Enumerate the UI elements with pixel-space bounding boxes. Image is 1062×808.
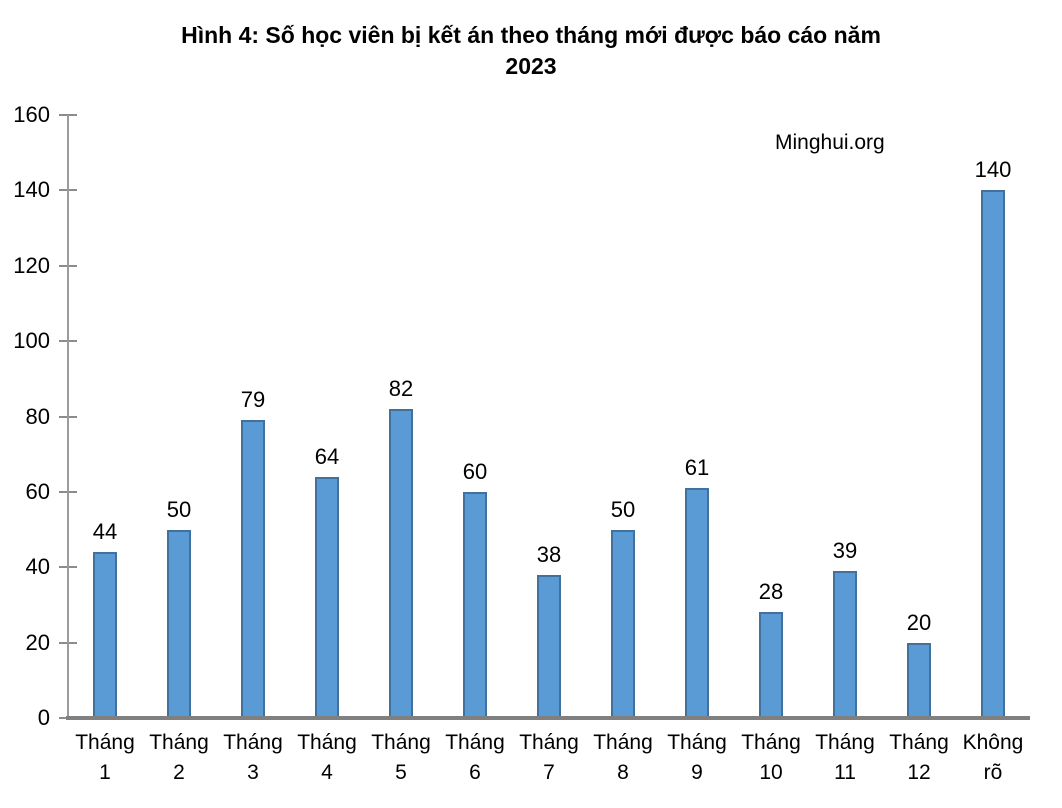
bar-value-label: 38 bbox=[536, 541, 562, 567]
chart-title: Hình 4: Số học viên bị kết án theo tháng… bbox=[181, 22, 881, 79]
y-axis-tick-label: 20 bbox=[25, 629, 50, 655]
y-axis-tick-label: 0 bbox=[37, 705, 50, 730]
bar-group-13: 140 bbox=[956, 115, 1030, 718]
x-axis-label-12: Tháng 12 bbox=[889, 731, 949, 784]
bar-value-label: 39 bbox=[832, 538, 858, 564]
y-axis-tick-labels: 0 20 40 60 80 100 120 140 160 bbox=[0, 102, 50, 730]
x-axis-label-2: Tháng 2 bbox=[149, 731, 209, 784]
bar-value-label: 28 bbox=[758, 579, 784, 605]
plot-area: 44 50 79 64 82 60 38 50 61 28 39 20 140 bbox=[68, 115, 1030, 718]
bar-value-label: 82 bbox=[388, 375, 414, 401]
bar-group-1: 44 bbox=[68, 115, 142, 718]
bar-value-label: 44 bbox=[92, 519, 118, 545]
x-axis-label-5: Tháng 5 bbox=[371, 731, 431, 784]
bar-group-9: 61 bbox=[660, 115, 734, 718]
bar-value-label: 61 bbox=[684, 455, 710, 481]
bar-group-5: 82 bbox=[364, 115, 438, 718]
bar bbox=[907, 642, 931, 718]
watermark-text: Minghui.org bbox=[775, 131, 885, 154]
x-axis-label-3: Tháng 3 bbox=[223, 731, 283, 784]
x-axis-label-13: Không rõ bbox=[962, 731, 1024, 784]
bar-group-6: 60 bbox=[438, 115, 512, 718]
x-axis-label-4: Tháng 4 bbox=[297, 731, 357, 784]
y-axis-tick-label: 60 bbox=[25, 478, 50, 504]
bar-value-label: 50 bbox=[166, 496, 192, 522]
y-axis-tick-label: 100 bbox=[13, 328, 50, 354]
bar-value-label: 60 bbox=[462, 458, 488, 484]
y-axis-tick-label: 120 bbox=[13, 252, 50, 278]
x-axis-label-7: Tháng 7 bbox=[519, 731, 579, 784]
bar-group-4: 64 bbox=[290, 115, 364, 718]
y-axis-tick-label: 140 bbox=[13, 177, 50, 203]
bar-value-label: 64 bbox=[314, 443, 340, 469]
x-axis-label-11: Tháng 11 bbox=[815, 731, 875, 784]
x-axis-label-6: Tháng 6 bbox=[445, 731, 505, 784]
bar bbox=[389, 408, 413, 718]
bar-group-10: 28 bbox=[734, 115, 808, 718]
bar-group-8: 50 bbox=[586, 115, 660, 718]
bar bbox=[611, 529, 635, 718]
bar bbox=[241, 420, 265, 718]
y-axis-line bbox=[67, 115, 69, 718]
bar-group-7: 38 bbox=[512, 115, 586, 718]
bar bbox=[315, 476, 339, 718]
bar-group-11: 39 bbox=[808, 115, 882, 718]
bar bbox=[759, 612, 783, 718]
bar bbox=[93, 552, 117, 718]
bar bbox=[981, 190, 1005, 718]
bar-value-label: 140 bbox=[974, 157, 1012, 183]
x-axis-label-9: Tháng 9 bbox=[667, 731, 727, 784]
bar-value-label: 50 bbox=[610, 496, 636, 522]
bar bbox=[833, 571, 857, 718]
bar-group-12: 20 bbox=[882, 115, 956, 718]
y-axis-tick-label: 160 bbox=[13, 102, 50, 127]
y-axis-tick-label: 40 bbox=[25, 554, 50, 580]
bar bbox=[463, 491, 487, 718]
bar bbox=[167, 529, 191, 718]
x-axis-line bbox=[66, 716, 1030, 720]
x-axis-labels: Tháng 1 Tháng 2 Tháng 3 Tháng 4 Tháng 5 Tháng… bbox=[68, 728, 1030, 788]
bar bbox=[537, 574, 561, 718]
bar-group-3: 79 bbox=[216, 115, 290, 718]
bar bbox=[685, 488, 709, 718]
bar-value-label: 79 bbox=[240, 387, 266, 413]
bar-group-2: 50 bbox=[142, 115, 216, 718]
x-axis-label-10: Tháng 10 bbox=[741, 731, 801, 784]
y-axis-tick-label: 80 bbox=[25, 403, 50, 429]
bar-value-label: 20 bbox=[906, 609, 932, 635]
x-axis-label-8: Tháng 8 bbox=[593, 731, 653, 784]
x-axis-label-1: Tháng 1 bbox=[75, 731, 135, 784]
